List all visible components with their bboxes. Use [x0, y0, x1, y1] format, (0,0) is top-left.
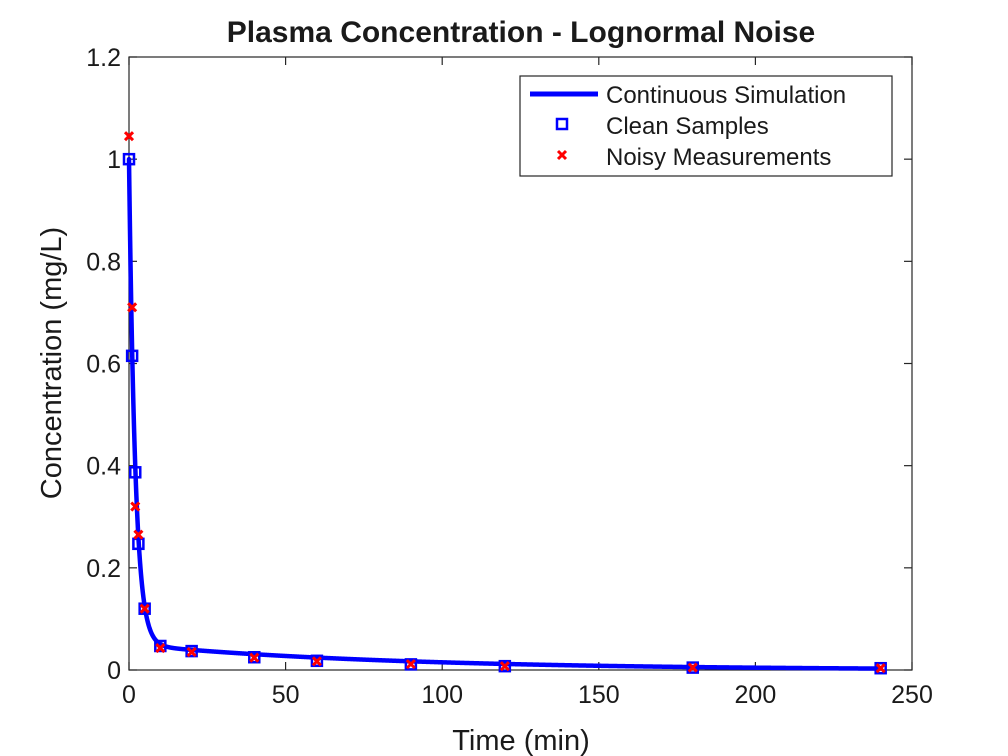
y-axis-label: Concentration (mg/L): [36, 227, 68, 499]
legend-swatch-clean-samples: [555, 117, 569, 131]
x-tick-label: 250: [891, 681, 933, 709]
clean-sample-point: [310, 654, 324, 668]
noisy-measurement-point: [311, 656, 322, 667]
noisy-measurement-point: [687, 662, 698, 673]
curve-layer: [126, 156, 883, 671]
y-tick-label: 0.8: [86, 248, 121, 276]
series-line-continuous-simulation: [126, 156, 883, 671]
noisy-measurement-point: [405, 659, 416, 670]
x-tick-label: 200: [735, 681, 777, 709]
legend: Continuous Simulation Clean Samples Nois…: [519, 75, 893, 177]
clean-sample-point: [138, 602, 151, 615]
y-tick-label: 0.2: [86, 555, 121, 583]
clean-sample-point: [404, 658, 418, 671]
legend-label-continuous-simulation: Continuous Simulation: [606, 82, 846, 109]
clean-sample-point: [874, 661, 887, 675]
x-tick-label: 50: [272, 681, 300, 709]
clean-sample-point: [132, 537, 145, 551]
legend-label-noisy-measurements: Noisy Measurements: [606, 144, 831, 171]
chart-title: Plasma Concentration - Lognormal Noise: [227, 16, 815, 49]
markers-layer: [122, 131, 887, 675]
noisy-measurement-point: [133, 529, 144, 540]
noisy-measurement-point: [249, 652, 260, 663]
noisy-measurement-point: [123, 131, 135, 142]
clean-sample-point: [498, 659, 512, 673]
clean-sample-point: [686, 661, 700, 674]
legend-swatch-noisy-measurements: [556, 149, 568, 161]
noisy-measurement-point: [127, 302, 138, 313]
clean-sample-point: [185, 644, 198, 658]
x-tick-label: 0: [122, 681, 136, 709]
y-tick-label: 0.6: [86, 351, 121, 379]
legend-label-clean-samples: Clean Samples: [606, 113, 769, 140]
y-tick-label: 1: [107, 146, 121, 174]
x-tick-label: 150: [578, 681, 620, 709]
x-tick-label: 100: [421, 681, 463, 709]
clean-sample-point: [129, 466, 142, 479]
x-axis-label: Time (min): [452, 725, 589, 756]
plot-area: 0 50 100 150 200 250 0 0.2 0.4 0.6 0.8 1 1.2: [86, 44, 933, 709]
clean-sample-point: [125, 349, 139, 363]
clean-sample-point: [122, 152, 136, 166]
y-tick-label: 0: [107, 657, 121, 685]
y-tick-label: 0.4: [86, 453, 121, 481]
ticks: 0 50 100 150 200 250 0 0.2 0.4 0.6 0.8 1 1.2: [86, 44, 933, 709]
noisy-measurement-point: [155, 642, 166, 654]
noisy-measurement-point: [186, 647, 197, 658]
noisy-measurement-point: [499, 661, 510, 672]
noisy-measurement-point: [875, 663, 886, 674]
clean-sample-point: [154, 639, 167, 653]
y-tick-label: 1.2: [86, 44, 121, 72]
noisy-measurement-point: [130, 501, 141, 512]
noisy-measurement-point: [139, 603, 150, 614]
clean-sample-point: [248, 650, 261, 664]
